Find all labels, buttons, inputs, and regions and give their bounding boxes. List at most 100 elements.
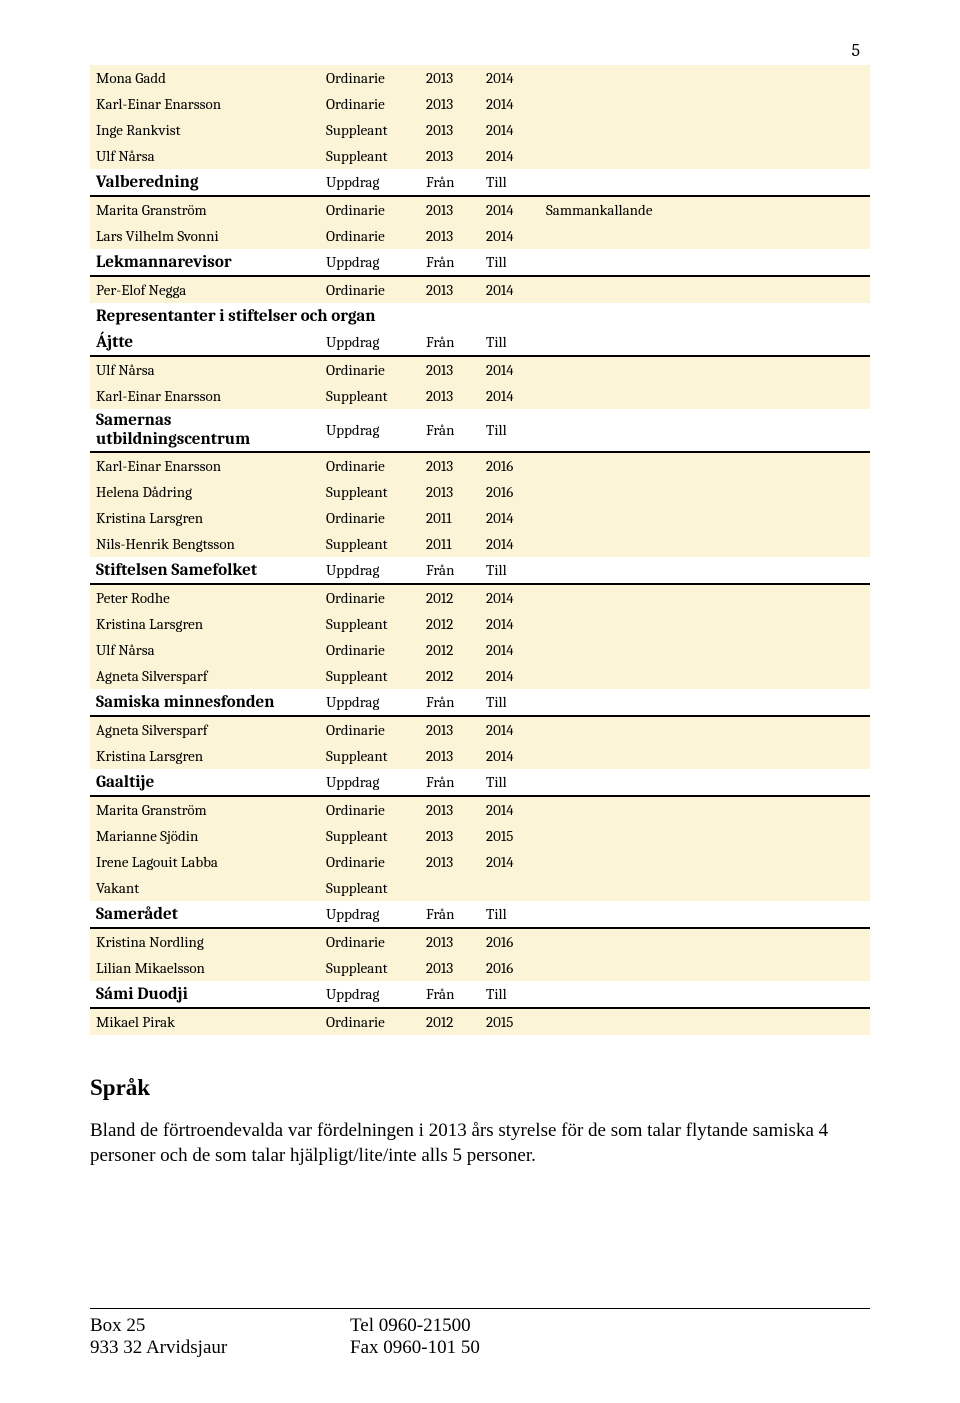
col-header-to: Till [480, 901, 540, 928]
cell-note [540, 276, 870, 303]
table-row: Ulf NårsaSuppleant20132014 [90, 143, 870, 169]
cell-from: 2013 [420, 928, 480, 955]
cell-role: Ordinarie [320, 452, 420, 479]
col-header-from: Från [420, 557, 480, 584]
cell-from: 2013 [420, 91, 480, 117]
cell-role: Ordinarie [320, 505, 420, 531]
assignments-table: Mona GaddOrdinarie20132014Karl-Einar Ena… [90, 65, 870, 1035]
cell-note [540, 584, 870, 611]
cell-to: 2016 [480, 452, 540, 479]
cell-name: Marianne Sjödin [90, 823, 320, 849]
cell-name: Lars Vilhelm Svonni [90, 223, 320, 249]
cell-role: Ordinarie [320, 91, 420, 117]
cell-to: 2014 [480, 505, 540, 531]
cell-note [540, 928, 870, 955]
table-row: Marita GranströmOrdinarie20132014 [90, 796, 870, 823]
col-header-role: Uppdrag [320, 689, 420, 716]
group-title: Sámi Duodji [90, 981, 320, 1008]
cell-name: Kristina Larsgren [90, 505, 320, 531]
table-row: Irene Lagouit LabbaOrdinarie20132014 [90, 849, 870, 875]
col-header-role: Uppdrag [320, 557, 420, 584]
cell-name: Irene Lagouit Labba [90, 849, 320, 875]
cell-name: Agneta Silversparf [90, 663, 320, 689]
cell-note [540, 637, 870, 663]
cell-name: Karl-Einar Enarsson [90, 91, 320, 117]
group-header: Stiftelsen SamefolketUppdragFrånTill [90, 557, 870, 584]
cell-role: Suppleant [320, 663, 420, 689]
cell-note [540, 505, 870, 531]
table-row: Agneta SilversparfOrdinarie20132014 [90, 716, 870, 743]
table-row: Marianne SjödinSuppleant20132015 [90, 823, 870, 849]
cell-role: Ordinarie [320, 796, 420, 823]
footer-fax: Fax 0960-101 50 [350, 1337, 610, 1359]
col-header-role: Uppdrag [320, 769, 420, 796]
group-header: LekmannarevisorUppdragFrånTill [90, 249, 870, 276]
cell-note [540, 91, 870, 117]
col-header-to: Till [480, 329, 540, 356]
cell-from: 2013 [420, 479, 480, 505]
group-title: Samerådet [90, 901, 320, 928]
cell-role: Suppleant [320, 955, 420, 981]
cell-from: 2011 [420, 505, 480, 531]
cell-to: 2015 [480, 823, 540, 849]
cell-to: 2016 [480, 479, 540, 505]
table-row: Ulf NårsaOrdinarie20122014 [90, 637, 870, 663]
cell-from: 2012 [420, 637, 480, 663]
cell-name: Nils-Henrik Bengtsson [90, 531, 320, 557]
group-title: Ájtte [90, 329, 320, 356]
group-title: Gaaltije [90, 769, 320, 796]
cell-note [540, 356, 870, 383]
group-title: Valberedning [90, 169, 320, 196]
col-header-note [540, 981, 870, 1008]
col-header-note [540, 409, 870, 452]
col-header-note [540, 901, 870, 928]
cell-name: Agneta Silversparf [90, 716, 320, 743]
cell-role: Ordinarie [320, 716, 420, 743]
cell-role: Ordinarie [320, 637, 420, 663]
group-title: Samernas utbildningscentrum [90, 409, 320, 452]
group-title: Lekmannarevisor [90, 249, 320, 276]
cell-to: 2016 [480, 955, 540, 981]
cell-note [540, 479, 870, 505]
sprak-heading: Språk [90, 1075, 870, 1101]
col-header-to: Till [480, 409, 540, 452]
col-header-role: Uppdrag [320, 901, 420, 928]
cell-role: Ordinarie [320, 584, 420, 611]
group-header: Samernas utbildningscentrumUppdragFrånTi… [90, 409, 870, 452]
cell-from: 2013 [420, 143, 480, 169]
cell-from: 2013 [420, 276, 480, 303]
cell-to: 2014 [480, 849, 540, 875]
cell-from: 2013 [420, 823, 480, 849]
col-header-to: Till [480, 169, 540, 196]
group-header: ValberedningUppdragFrånTill [90, 169, 870, 196]
cell-name: Helena Dådring [90, 479, 320, 505]
cell-role: Suppleant [320, 143, 420, 169]
table-row: Karl-Einar EnarssonOrdinarie20132016 [90, 452, 870, 479]
table-row: Per-Elof NeggaOrdinarie20132014 [90, 276, 870, 303]
table-row: Lilian MikaelssonSuppleant20132016 [90, 955, 870, 981]
cell-to: 2014 [480, 383, 540, 409]
cell-note [540, 716, 870, 743]
cell-role: Ordinarie [320, 223, 420, 249]
cell-to [480, 875, 540, 901]
cell-to: 2016 [480, 928, 540, 955]
col-header-note [540, 249, 870, 276]
table-row: Agneta SilversparfSuppleant20122014 [90, 663, 870, 689]
table-row: Ulf NårsaOrdinarie20132014 [90, 356, 870, 383]
col-header-role: Uppdrag [320, 249, 420, 276]
cell-from: 2013 [420, 223, 480, 249]
cell-from: 2013 [420, 356, 480, 383]
cell-name: Ulf Nårsa [90, 143, 320, 169]
cell-name: Vakant [90, 875, 320, 901]
cell-role: Suppleant [320, 875, 420, 901]
cell-from: 2013 [420, 743, 480, 769]
cell-from: 2012 [420, 663, 480, 689]
table-row: Kristina LarsgrenOrdinarie20112014 [90, 505, 870, 531]
col-header-from: Från [420, 329, 480, 356]
cell-from: 2013 [420, 452, 480, 479]
cell-note [540, 531, 870, 557]
col-header-role: Uppdrag [320, 981, 420, 1008]
col-header-from: Från [420, 409, 480, 452]
cell-note [540, 796, 870, 823]
cell-name: Ulf Nårsa [90, 637, 320, 663]
